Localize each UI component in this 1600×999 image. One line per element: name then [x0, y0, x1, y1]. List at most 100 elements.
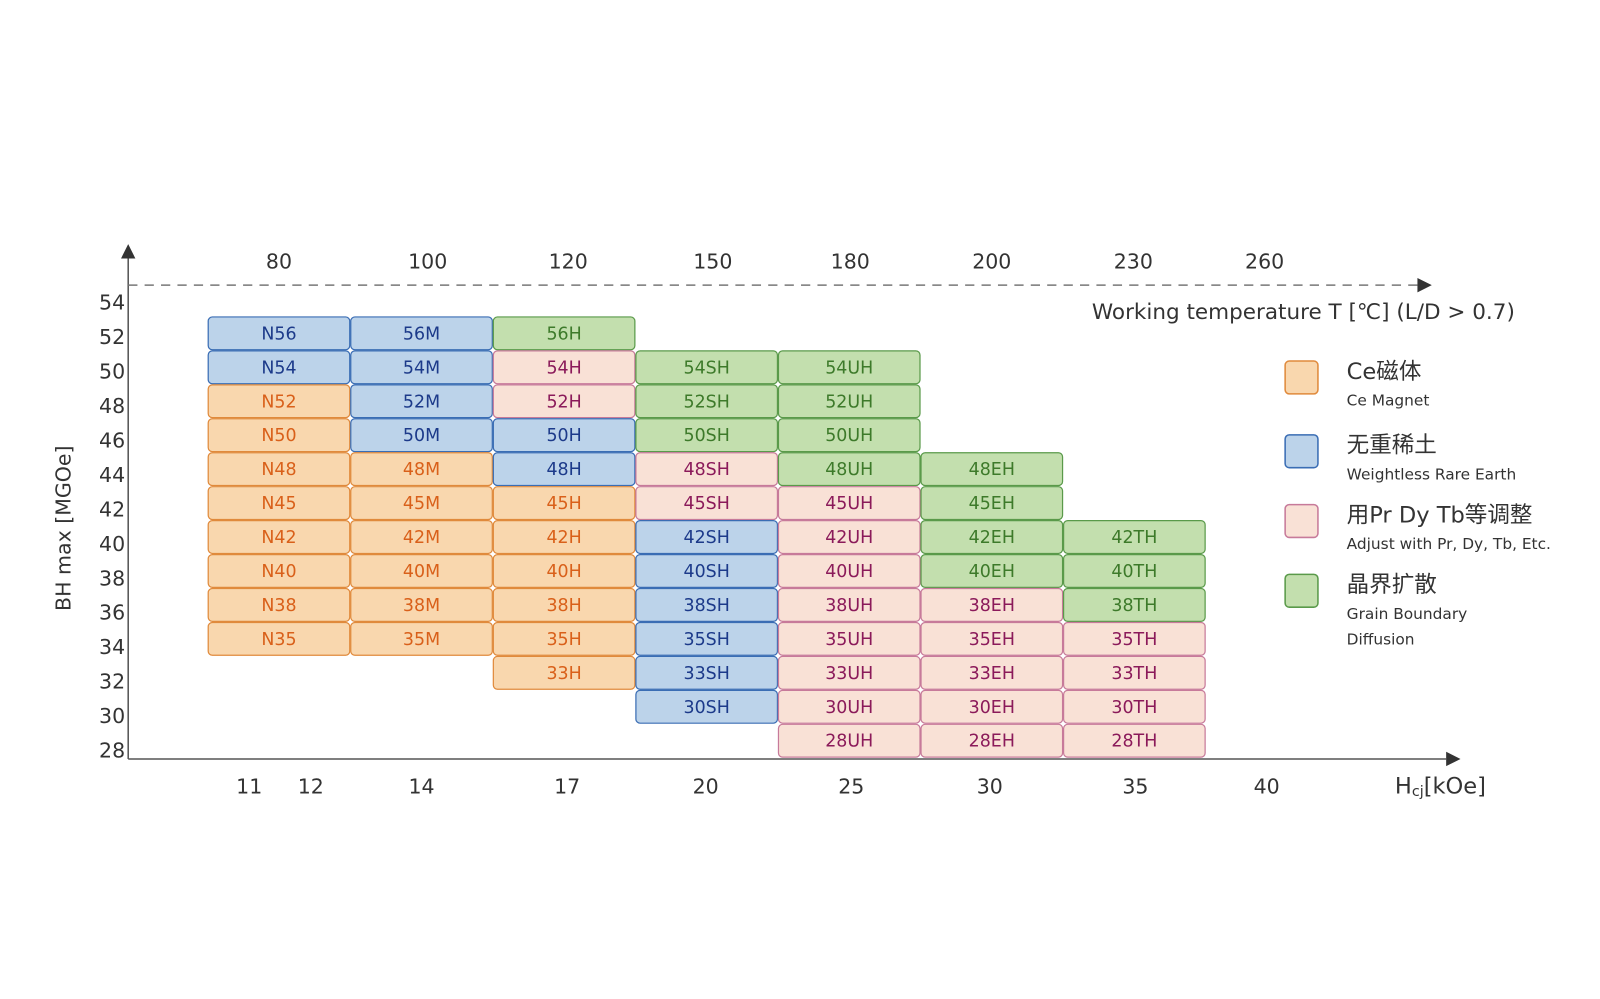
grade-label: 35UH — [825, 630, 873, 650]
grade-label: 35TH — [1111, 630, 1157, 650]
grade-label: 48SH — [684, 460, 730, 480]
grade-cell — [920, 520, 1064, 555]
legend-swatch — [1284, 503, 1319, 539]
grade-cell — [777, 587, 921, 622]
grade-label: 30SH — [684, 698, 730, 718]
grade-label: 54UH — [825, 358, 873, 378]
legend-swatch — [1284, 360, 1319, 395]
grade-cell — [1062, 587, 1206, 622]
grade-cell — [207, 621, 351, 656]
grade-label: 52M — [403, 392, 440, 412]
grade-cell — [777, 621, 921, 656]
y-tick-label: 28 — [99, 739, 125, 763]
grade-label: 45UH — [825, 494, 873, 514]
grade-label: 40UH — [825, 562, 873, 582]
grade-label: 33TH — [1111, 664, 1157, 684]
temperature-tick-label: 120 — [549, 250, 588, 274]
grade-cell — [492, 350, 636, 385]
grade-label: N56 — [261, 324, 296, 344]
grade-label: 42UH — [825, 528, 873, 548]
grade-cell — [492, 520, 636, 555]
temperature-axis-arrow — [1417, 277, 1432, 293]
temperature-tick-label: 80 — [266, 250, 292, 274]
grade-cell — [492, 587, 636, 622]
y-tick-label: 46 — [99, 428, 125, 452]
grade-label: N48 — [261, 460, 296, 480]
grade-label: 38SH — [684, 596, 730, 616]
grade-label: 45SH — [684, 494, 730, 514]
grade-label: 45EH — [969, 494, 1015, 514]
y-tick-label: 36 — [99, 601, 125, 625]
grade-label: 38EH — [969, 596, 1015, 616]
grade-label: 54H — [546, 358, 581, 378]
grade-label: 33UH — [825, 664, 873, 684]
grade-label: N45 — [261, 494, 296, 514]
grade-cell — [492, 452, 636, 487]
x-tick-label: 11 — [236, 775, 262, 799]
grade-cell — [777, 452, 921, 487]
grade-label: N52 — [261, 392, 296, 412]
y-axis-arrow — [121, 244, 136, 259]
grade-cell — [350, 621, 493, 656]
y-axis-label: BH max [MGOe] — [52, 445, 76, 611]
grade-label: 50H — [546, 426, 581, 446]
grade-cell — [777, 486, 921, 521]
grade-label: 38UH — [825, 596, 873, 616]
x-axis-label: Hcj[kOe] — [1395, 773, 1486, 800]
grade-cell — [207, 452, 351, 487]
x-tick-label: 20 — [693, 775, 719, 799]
grade-cell — [207, 486, 351, 521]
grade-label: 42M — [403, 528, 440, 548]
grade-cell — [492, 384, 636, 419]
grade-label: 42TH — [1111, 528, 1157, 548]
x-tick-label: 17 — [554, 775, 580, 799]
grade-cell — [1062, 723, 1206, 758]
grade-label: 38H — [546, 596, 581, 616]
grade-label: 40H — [546, 562, 581, 582]
grade-label: 48H — [546, 460, 581, 480]
grade-cell — [1062, 655, 1206, 690]
temperature-axis-label: Working temperature T [℃] (L/D > 0.7) — [1092, 300, 1515, 325]
grade-cell — [777, 520, 921, 555]
grade-label: 35EH — [969, 630, 1015, 650]
x-tick-label: 30 — [977, 775, 1003, 799]
grade-label: 54SH — [684, 358, 730, 378]
grade-cell — [920, 452, 1064, 487]
x-tick-label: 35 — [1122, 775, 1148, 799]
grade-cell — [777, 723, 921, 758]
grade-label: 45H — [546, 494, 581, 514]
grade-label: 35SH — [684, 630, 730, 650]
y-tick-label: 34 — [99, 635, 125, 659]
grade-cell — [350, 350, 493, 385]
grade-cell — [635, 621, 779, 656]
grade-label: 40TH — [1111, 562, 1157, 582]
grade-cell — [635, 553, 779, 589]
grade-cell — [635, 689, 779, 724]
grade-label: 48M — [403, 460, 440, 480]
grade-cell — [207, 316, 351, 351]
grade-label: 28TH — [1111, 732, 1157, 752]
grade-cell — [635, 655, 779, 690]
grade-cell — [350, 418, 493, 453]
grade-cell — [350, 587, 493, 622]
y-tick-label: 42 — [99, 497, 125, 521]
grade-label: 38TH — [1111, 596, 1157, 616]
grade-cell — [635, 486, 779, 521]
grade-cell — [920, 723, 1064, 758]
grade-cell — [350, 384, 493, 419]
legend-subtitle: Weightless Rare Earth — [1347, 465, 1517, 483]
grade-label: 40SH — [684, 562, 730, 582]
grade-label: 28EH — [969, 732, 1015, 752]
legend-subtitle: Adjust with Pr, Dy, Tb, Etc. — [1347, 535, 1551, 553]
grade-label: 48EH — [969, 460, 1015, 480]
grade-label: 33H — [546, 664, 581, 684]
grade-label: 42EH — [969, 528, 1015, 548]
grade-cell — [777, 384, 921, 419]
grade-cell — [635, 384, 779, 419]
grade-cell — [350, 452, 493, 487]
grade-cell — [920, 587, 1064, 622]
grade-cell — [1062, 520, 1206, 555]
legend-swatch — [1284, 434, 1319, 469]
grade-cell — [207, 350, 351, 385]
y-tick-label: 54 — [99, 291, 125, 315]
